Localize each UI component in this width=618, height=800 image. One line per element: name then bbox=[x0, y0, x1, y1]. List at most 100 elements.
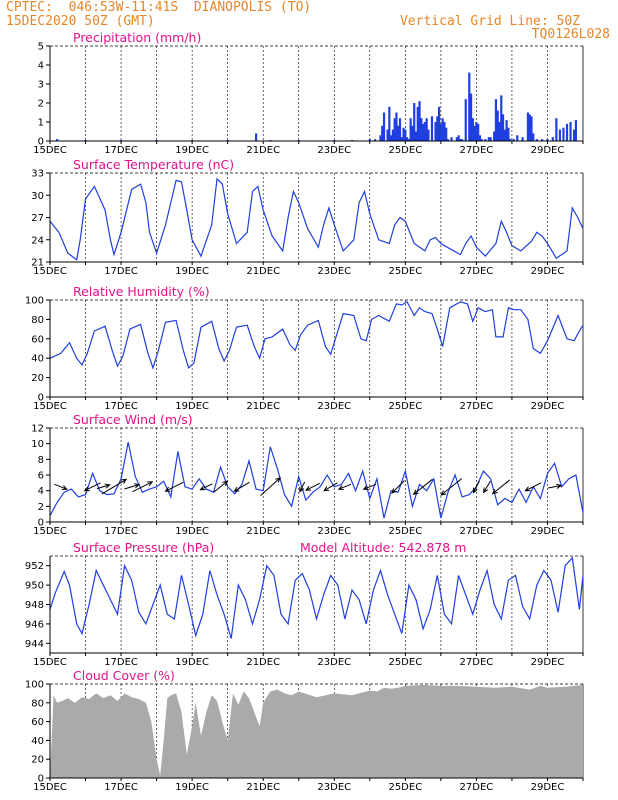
precip-bar bbox=[530, 116, 533, 141]
x-tick-label: 29DEC bbox=[531, 266, 565, 277]
precip-bar bbox=[521, 137, 524, 141]
precip-bar bbox=[473, 125, 476, 141]
y-tick-label: 0 bbox=[38, 393, 44, 404]
precip-bar bbox=[505, 120, 508, 141]
precip-bar bbox=[422, 123, 425, 141]
wind-arrow bbox=[491, 479, 511, 495]
wind-arrow bbox=[299, 481, 306, 493]
panel-title: Precipitation (mm/h) bbox=[73, 30, 201, 45]
x-tick-label: 27DEC bbox=[460, 401, 494, 412]
y-tick-label: 0 bbox=[38, 518, 44, 529]
wind-arrow bbox=[548, 483, 563, 489]
precip-bar bbox=[464, 99, 467, 141]
y-tick-label: 10 bbox=[31, 439, 44, 450]
series-line bbox=[49, 556, 584, 639]
x-tick-label: 17DEC bbox=[104, 401, 138, 412]
y-tick-label: 24 bbox=[31, 235, 44, 246]
x-tick-label: 21DEC bbox=[246, 401, 280, 412]
wind-arrow bbox=[472, 480, 480, 494]
x-tick-label: 25DEC bbox=[388, 782, 422, 793]
precip-bar bbox=[420, 118, 423, 141]
precip-bar bbox=[397, 125, 400, 141]
series-line bbox=[49, 177, 584, 261]
precip-bar bbox=[459, 139, 462, 141]
x-tick-label: 23DEC bbox=[317, 526, 351, 537]
x-tick-label: 27DEC bbox=[460, 526, 494, 537]
y-tick-label: 2 bbox=[38, 502, 44, 513]
wind-arrow bbox=[362, 483, 377, 491]
precip-bar bbox=[411, 125, 414, 141]
y-tick-label: 30 bbox=[31, 191, 44, 202]
y-tick-label: 0 bbox=[38, 137, 44, 148]
x-tick-label: 17DEC bbox=[104, 782, 138, 793]
precip-bar bbox=[516, 135, 519, 141]
x-tick-label: 25DEC bbox=[388, 266, 422, 277]
precip-bar bbox=[404, 129, 407, 141]
precip-bar bbox=[443, 122, 446, 141]
y-tick-label: 60 bbox=[31, 334, 44, 345]
precip-bar bbox=[569, 122, 572, 141]
precip-bar bbox=[558, 129, 562, 141]
precip-bar bbox=[509, 139, 512, 141]
y-tick-label: 1 bbox=[38, 118, 44, 129]
x-tick-label: 25DEC bbox=[388, 526, 422, 537]
precip-bar bbox=[574, 120, 577, 141]
panel-title: Surface Pressure (hPa) bbox=[73, 540, 214, 555]
precip-bar bbox=[469, 93, 473, 141]
precip-bar bbox=[480, 139, 483, 141]
precip-bar bbox=[416, 106, 419, 141]
precip-bar bbox=[418, 101, 421, 141]
wind-arrow bbox=[483, 480, 491, 494]
precip-bar bbox=[390, 135, 393, 141]
wind-arrow bbox=[164, 481, 184, 492]
y-tick-label: 33 bbox=[31, 169, 44, 180]
precip-bar bbox=[526, 112, 530, 141]
precip-bar bbox=[487, 137, 490, 141]
wind-arrow bbox=[391, 480, 405, 494]
y-tick-label: 20 bbox=[31, 373, 44, 384]
precip-bar bbox=[461, 139, 464, 141]
precip-bar bbox=[541, 139, 544, 141]
precip-bar bbox=[434, 122, 437, 141]
precip-bar bbox=[388, 106, 391, 141]
y-tick-label: 100 bbox=[25, 680, 44, 691]
precip-bar bbox=[254, 133, 258, 141]
y-tick-label: 40 bbox=[31, 736, 44, 747]
panel-title: Surface Temperature (nC) bbox=[73, 157, 234, 172]
x-tick-label: 19DEC bbox=[175, 401, 209, 412]
wind-arrow bbox=[260, 477, 281, 496]
precip-bar bbox=[555, 118, 558, 141]
precip-bar bbox=[382, 112, 386, 141]
x-tick-label: 23DEC bbox=[317, 401, 351, 412]
precip-bar bbox=[436, 116, 439, 141]
header-line1-right: Vertical Grid Line: 50Z bbox=[399, 14, 580, 29]
x-tick-label: 15DEC bbox=[33, 526, 67, 537]
precip-bar bbox=[455, 137, 458, 141]
precip-bar bbox=[565, 123, 569, 141]
y-tick-label: 948 bbox=[25, 600, 44, 611]
wind-arrow bbox=[524, 482, 542, 492]
precip-bar bbox=[484, 139, 487, 141]
y-tick-label: 952 bbox=[25, 561, 44, 572]
wind-arrow bbox=[101, 478, 128, 495]
y-tick-label: 4 bbox=[38, 61, 44, 72]
panel-4 bbox=[46, 555, 584, 656]
precip-bar bbox=[535, 139, 538, 141]
precip-bar bbox=[562, 127, 565, 141]
header-line2-left: 15DEC2020 50Z (GMT) bbox=[6, 14, 155, 29]
wind-arrow bbox=[305, 482, 321, 491]
x-tick-label: 15DEC bbox=[33, 401, 67, 412]
y-tick-label: 20 bbox=[31, 755, 44, 766]
y-tick-label: 100 bbox=[25, 296, 44, 307]
precip-bar bbox=[507, 127, 510, 141]
panel-3 bbox=[46, 427, 584, 525]
precip-bar bbox=[398, 118, 402, 141]
x-tick-label: 21DEC bbox=[246, 657, 280, 668]
precip-bar bbox=[425, 118, 428, 141]
y-tick-label: 6 bbox=[38, 471, 44, 482]
precip-bar bbox=[379, 135, 382, 141]
x-tick-label: 25DEC bbox=[388, 145, 422, 156]
precip-bar bbox=[402, 127, 405, 141]
panel-2 bbox=[46, 299, 584, 400]
